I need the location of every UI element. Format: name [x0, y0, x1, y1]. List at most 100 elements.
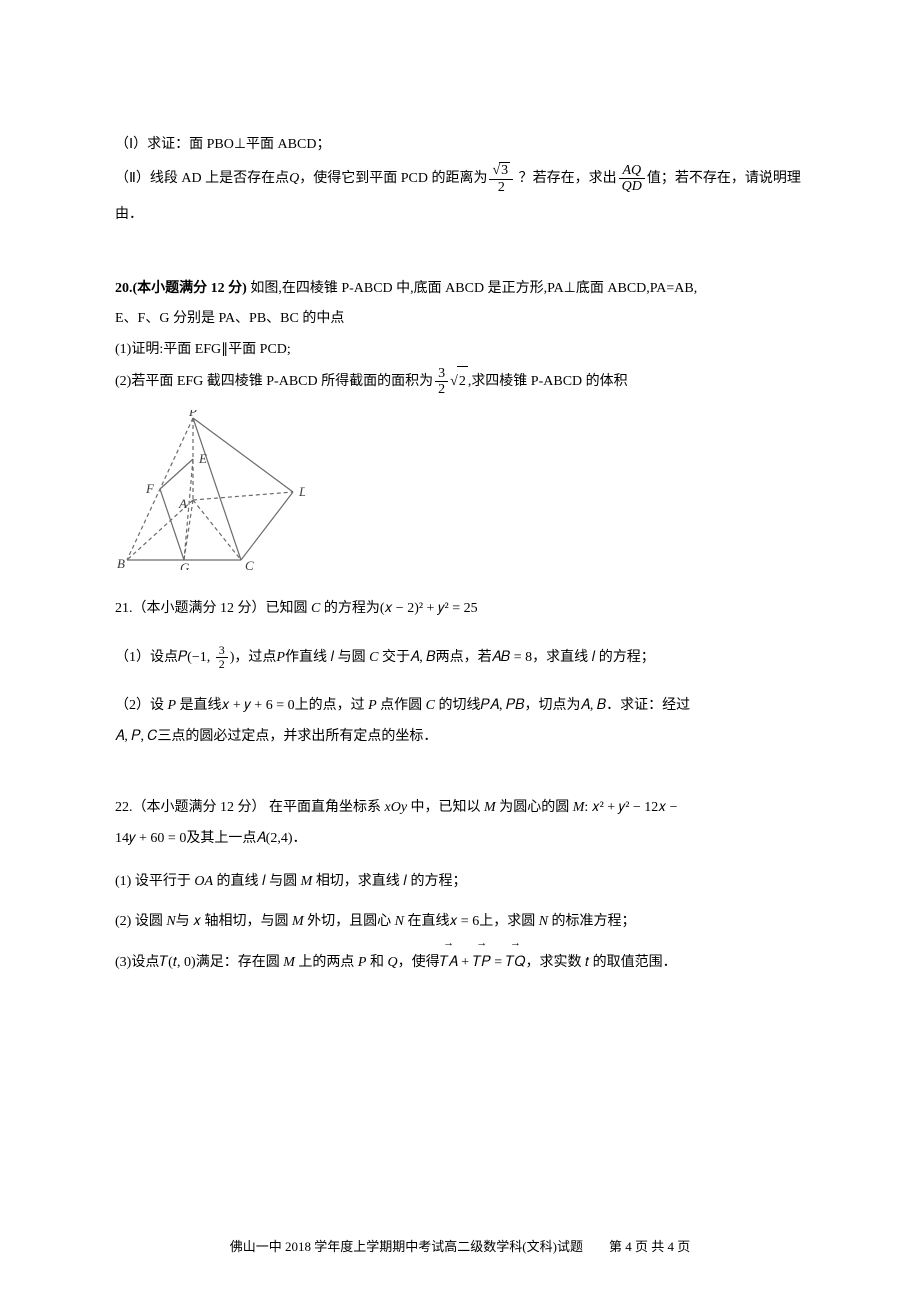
q21-p1-d: 交于: [378, 650, 410, 665]
q19-part2: （Ⅱ）线段 AD 上是否存在点Q，使得它到平面 PCD 的距离为32 ？若存在，…: [115, 161, 805, 234]
q21-p2-b: 是直线𝑥 + 𝑦 + 6 = 0上的点，过: [176, 698, 368, 713]
q20-svg: PEFADBGC: [115, 410, 305, 570]
q22-p2-a: (2) 设圆: [115, 914, 166, 929]
q20-figure: PEFADBGC: [115, 410, 805, 570]
q21-p2-PA: 𝑃𝐴, 𝑃𝐵: [481, 698, 525, 713]
var-Q: Q: [387, 955, 397, 970]
var-C: C: [426, 698, 435, 713]
q19-part1: （Ⅰ）求证：面 PBO⊥平面 ABCD；: [115, 130, 805, 161]
q22-p3-e: ，使得: [398, 955, 440, 970]
vec-TP: 𝑇𝑃: [473, 948, 491, 979]
q21-p2-c: 点作圆: [377, 698, 426, 713]
var-N: N: [166, 914, 175, 929]
q19-p2-mid2: ？若存在，求出: [515, 171, 617, 186]
q22-p2: (2) 设圆 N与 𝑥 轴相切，与圆 M 外切，且圆心 N 在直线𝑥 = 6上，…: [115, 907, 805, 938]
q22-head-num: 22.（本小题满分 12 分）: [115, 800, 266, 815]
q19-frac2: AQQD: [619, 163, 645, 195]
q21-p1-e: 两点，若: [436, 650, 492, 665]
q21-head-b: 的方程为(𝑥 − 2)² + 𝑦² = 25: [320, 601, 477, 616]
q20-p1: (1)证明:平面 EFG∥平面 PCD;: [115, 335, 805, 366]
q21-p1-f: ，求直线 𝑙 的方程；: [532, 650, 655, 665]
var-P: P: [168, 698, 177, 713]
sqrt-icon: 2: [450, 366, 468, 398]
q21-p1-a: （1）设点: [115, 650, 178, 665]
var-xOy: xOy: [385, 800, 408, 815]
q21-p1-eq: 𝐴𝐵 = 8: [492, 650, 533, 665]
page-footer: 佛山一中 2018 学年度上学期期中考试高二级数学科(文科)试题 第 4 页 共…: [0, 1233, 920, 1262]
var-P: P: [276, 650, 285, 665]
q22-line2: 14𝑦 + 60 = 0及其上一点𝐴(2,4)．: [115, 824, 805, 855]
q22-head-c: 为圆心的圆: [496, 800, 573, 815]
var-M: M: [573, 800, 585, 815]
q22-p3-d: 和: [366, 955, 387, 970]
q20-p2-tail: ,求四棱锥 P-ABCD 的体积: [468, 374, 628, 389]
q21-p2-a: （2）设: [115, 698, 168, 713]
svg-text:F: F: [145, 481, 155, 496]
var-M: M: [292, 914, 304, 929]
document-page: （Ⅰ）求证：面 PBO⊥平面 ABCD； （Ⅱ）线段 AD 上是否存在点Q，使得…: [0, 0, 920, 1302]
q22-head: 22.（本小题满分 12 分） 在平面直角坐标系 xOy 中，已知以 M 为圆心…: [115, 793, 805, 824]
spacer: [115, 753, 805, 793]
q21-p1-b: )，过点: [230, 650, 277, 665]
q22-p1-c: 相切，求直线 𝑙 的方程；: [312, 874, 466, 889]
q22-p3-a: (3)设点: [115, 955, 159, 970]
q21-p1-P: 𝑃(−1,: [178, 650, 214, 665]
var-OA: OA: [194, 874, 213, 889]
q20-p2-pre: (2)若平面 EFG 截四棱锥 P-ABCD 所得截面的面积为: [115, 374, 433, 389]
q22-p2-c: 外切，且圆心: [304, 914, 395, 929]
q22-p3-c: 上的两点: [295, 955, 358, 970]
plus: +: [458, 955, 473, 970]
q21-p2-d: 的切线: [435, 698, 481, 713]
q21-head: 21.（本小题满分 12 分）已知圆 C 的方程为(𝑥 − 2)² + 𝑦² =…: [115, 594, 805, 625]
q22-p3-f: ，求实数 𝑡 的取值范围．: [525, 955, 676, 970]
q20-head-rest: 如图,在四棱锥 P-ABCD 中,底面 ABCD 是正方形,PA⊥底面 ABCD…: [247, 281, 697, 296]
q21-head-a: 已知圆: [266, 601, 312, 616]
var-T: 𝑇(𝑡, 0): [159, 955, 195, 970]
q21-head-num: 21.（本小题满分 12 分）: [115, 601, 266, 616]
q20-line2: E、F、G 分别是 PA、PB、BC 的中点: [115, 304, 805, 335]
q22-p2-b: 与 𝑥 轴相切，与圆: [176, 914, 292, 929]
q21-p1-c: 作直线 𝑙 与圆: [285, 650, 369, 665]
q20-head: 20.(本小题满分 12 分) 如图,在四棱锥 P-ABCD 中,底面 ABCD…: [115, 274, 805, 305]
q21-p3-tail: 三点的圆必过定点，并求出所有定点的坐标．: [157, 729, 437, 744]
svg-text:D: D: [298, 484, 305, 499]
q22-p3: (3)设点𝑇(𝑡, 0)满足：存在圆 M 上的两点 P 和 Q，使得𝑇𝐴 + 𝑇…: [115, 948, 805, 979]
q19-p2-pre: （Ⅱ）线段 AD 上是否存在点: [115, 171, 289, 186]
q21-p3-APC: 𝐴, 𝑃, 𝐶: [115, 729, 157, 744]
eq: =: [491, 955, 506, 970]
footer-text: 佛山一中 2018 学年度上学期期中考试高二级数学科(文科)试题 第 4 页 共…: [230, 1239, 690, 1254]
q21-p2-f: ．求证：经过: [606, 698, 690, 713]
vec-TA: 𝑇𝐴: [440, 948, 458, 979]
q22-p3-b: 满足：存在圆: [196, 955, 284, 970]
var-M: M: [301, 874, 313, 889]
q22-eq1: : 𝑥² + 𝑦² − 12𝑥 −: [584, 800, 677, 815]
var-P: P: [368, 698, 377, 713]
var-M: M: [484, 800, 496, 815]
var-C: C: [311, 601, 320, 616]
q20-frac: 32: [435, 366, 448, 398]
sqrt-icon: 3: [492, 162, 510, 178]
var-N: N: [539, 914, 548, 929]
var-N: N: [395, 914, 404, 929]
q21-p1: （1）设点𝑃(−1, 32)，过点P作直线 𝑙 与圆 C 交于𝐴, 𝐵两点，若𝐴…: [115, 643, 805, 674]
q20-head-bold: 20.(本小题满分 12 分): [115, 281, 247, 296]
q22-p1: (1) 设平行于 OA 的直线 𝑙 与圆 M 相切，求直线 𝑙 的方程；: [115, 867, 805, 898]
q22-p1-a: (1) 设平行于: [115, 874, 194, 889]
q21-p1-AB: 𝐴, 𝐵: [410, 650, 436, 665]
q21-p3: 𝐴, 𝑃, 𝐶三点的圆必过定点，并求出所有定点的坐标．: [115, 722, 805, 753]
svg-text:P: P: [188, 410, 197, 419]
q21-p2: （2）设 P 是直线𝑥 + 𝑦 + 6 = 0上的点，过 P 点作圆 C 的切线…: [115, 691, 805, 722]
svg-text:E: E: [198, 451, 207, 466]
q22-p2-d: 在直线𝑥 = 6上，求圆: [404, 914, 539, 929]
q22-head-a: 在平面直角坐标系: [266, 800, 385, 815]
q19-p2-mid1: ，使得它到平面 PCD 的距离为: [299, 171, 487, 186]
q19-frac1: 32: [489, 162, 513, 195]
svg-text:C: C: [245, 558, 254, 570]
q20-p2: (2)若平面 EFG 截四棱锥 P-ABCD 所得截面的面积为322,求四棱锥 …: [115, 366, 805, 398]
var-Q: Q: [289, 171, 299, 186]
q21-p2-AB: 𝐴, 𝐵: [581, 698, 607, 713]
svg-text:G: G: [180, 560, 190, 570]
svg-text:B: B: [117, 556, 125, 570]
q21-p2-e: ，切点为: [525, 698, 581, 713]
q22-p1-b: 的直线 𝑙 与圆: [213, 874, 301, 889]
